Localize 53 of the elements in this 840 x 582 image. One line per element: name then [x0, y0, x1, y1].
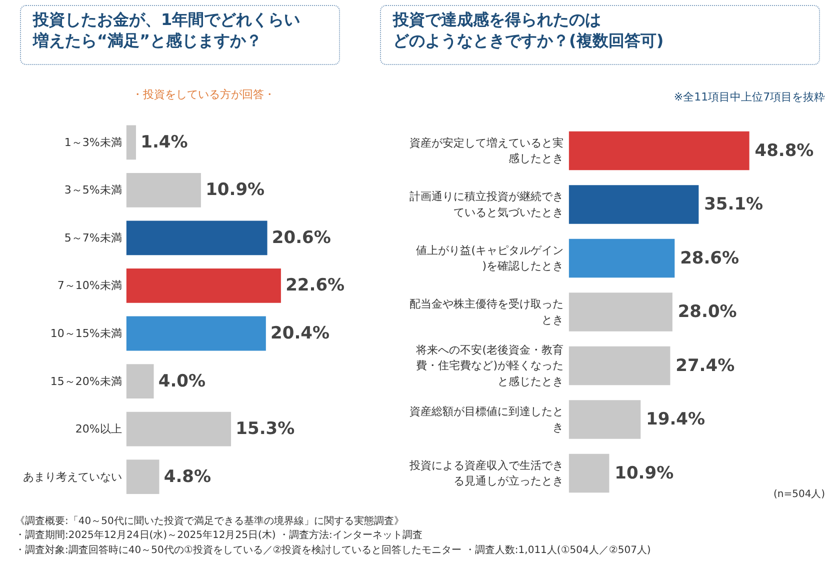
data-label: 20.4%	[270, 324, 330, 344]
data-label: 10.9%	[614, 463, 674, 484]
bar	[568, 400, 641, 439]
bar	[126, 172, 201, 208]
y-tick-label: 15～20%未満	[50, 374, 122, 388]
data-label: 48.8%	[754, 140, 814, 161]
data-label: 1.4%	[140, 132, 188, 152]
bar	[568, 454, 610, 493]
text: 《調査概要:「40～50代に聞いた投資で満足できる基準の境界線」に関する実態調査》	[15, 516, 404, 527]
data-label: 28.0%	[678, 302, 737, 322]
y-tick-label: あまり考えていない	[22, 470, 122, 484]
y-tick-label: 3～5%未満	[64, 184, 122, 197]
bar	[568, 131, 750, 170]
bar	[568, 185, 699, 224]
data-label: 15.3%	[236, 419, 295, 440]
y-tick-label: 1～3%未満	[64, 136, 122, 149]
y-tick-label: 配当金や株主優待を受け取ったとき	[410, 298, 564, 326]
bar	[126, 220, 268, 256]
chart-title: 投資で達成感を得られたのはどのようなときですか？(複数回答可)	[393, 10, 664, 52]
data-label: 28.6%	[680, 248, 740, 268]
y-tick-label: 10～15%未満	[50, 327, 122, 340]
data-label: 27.4%	[676, 356, 735, 376]
text: ・投資をしている方が回答・	[132, 88, 276, 102]
y-tick-label: 20%以上	[75, 422, 122, 436]
bar	[126, 460, 160, 494]
bar	[126, 268, 281, 303]
text: ・調査対象:調査回答時に40～50代の①投資をしている／②投資を検討していると回答したモニター ・調査人数:1,011人(①504人／②507人)	[15, 544, 651, 556]
bar	[568, 292, 672, 332]
chart-title: 投資したお金が、1年間でどれくらい増えたら“満足”と感じますか？	[33, 10, 300, 52]
bar	[568, 238, 675, 278]
text: (n=504人)	[773, 489, 826, 500]
y-tick-label: 資産総額が目標値に到達したとき	[410, 405, 564, 434]
data-label: 4.8%	[164, 466, 212, 487]
y-tick-label: 計画通りに積立投資が継続できていると気づいたとき	[410, 190, 564, 219]
data-label: 20.6%	[272, 228, 331, 248]
bar	[126, 364, 154, 398]
y-tick-label: 値上がり益(キャピタルゲイン)を確認したとき	[416, 244, 564, 273]
bar	[126, 412, 232, 446]
bar	[126, 125, 136, 160]
y-tick-label: 投資による資産収入で生活できる見通しが立ったとき	[408, 458, 564, 488]
y-tick-label: 資産が安定して増えていると実感したとき	[410, 136, 564, 166]
data-label: 35.1%	[704, 194, 764, 214]
bar	[126, 316, 266, 351]
data-label: 4.0%	[158, 371, 206, 392]
data-label: 10.9%	[206, 180, 265, 200]
y-tick-label: 7～10%未満	[57, 279, 122, 292]
bar	[568, 346, 670, 386]
text: ※全11項目中上位7項目を抜粋	[674, 90, 826, 104]
y-tick-label: 将来への不安(老後資金・教育費・住宅費など)が軽くなったと感じたとき	[415, 344, 564, 388]
data-label: 22.6%	[286, 276, 345, 296]
y-tick-label: 5～7%未満	[64, 231, 122, 244]
text: ・調査期間:2025年12月24日(水)～2025年12月25日(木) ・調査方法:インターネット調査	[15, 530, 422, 542]
data-label: 19.4%	[646, 410, 706, 430]
